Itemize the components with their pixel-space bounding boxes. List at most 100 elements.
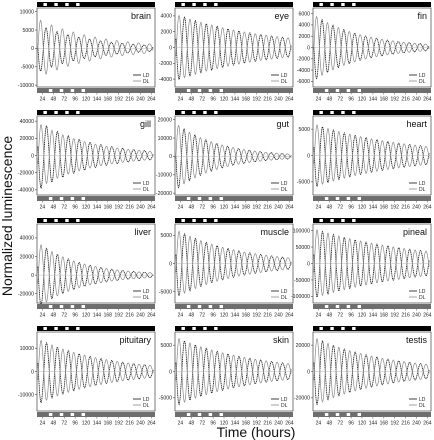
y-tick-label: 5000 [22, 28, 34, 34]
light-phase-block [76, 327, 80, 330]
y-tick-label: -20000 [18, 170, 34, 176]
light-phase-block [54, 327, 58, 330]
light-phase-block [346, 305, 351, 308]
x-tick-label: 240 [412, 313, 421, 319]
x-tick-label: 264 [423, 205, 432, 211]
x-tick-label: 240 [412, 97, 421, 103]
x-tick-label: 120 [82, 313, 91, 319]
series-LD [175, 16, 292, 81]
x-tick-label: 120 [220, 421, 229, 427]
y-tick-label: 10000 [20, 346, 35, 352]
light-phase-block [357, 89, 362, 92]
series-DL [37, 244, 154, 303]
y-tick-label: 10000 [20, 9, 35, 15]
x-tick-label: 192 [253, 205, 262, 211]
light-phase-block [186, 305, 191, 308]
y-tick-label: 2000 [298, 34, 310, 40]
y-tick-label: 0 [31, 369, 34, 375]
x-tick-label: 72 [61, 421, 67, 427]
x-tick-label: 48 [327, 205, 333, 211]
light-phase-block [352, 3, 356, 6]
x-tick-label: 144 [369, 313, 378, 319]
light-phase-block [203, 3, 207, 6]
x-tick-label: 48 [51, 313, 57, 319]
light-phase-block [357, 413, 362, 416]
x-tick-label: 192 [253, 313, 262, 319]
x-tick-label: 144 [93, 313, 102, 319]
light-phase-block [330, 111, 334, 114]
x-tick-label: 120 [358, 97, 367, 103]
series-DL [313, 15, 430, 77]
light-dark-bar-bottom [313, 88, 431, 93]
y-tick-label: 20000 [158, 117, 173, 123]
x-tick-label: 216 [125, 421, 134, 427]
light-phase-block [203, 111, 207, 114]
panel-title: fin [417, 11, 427, 21]
x-tick-label: 72 [61, 313, 67, 319]
light-phase-block [341, 327, 345, 330]
light-phase-block [346, 89, 351, 92]
panel-title: gut [276, 119, 289, 129]
y-tick-label: 0 [307, 45, 310, 51]
light-phase-block [70, 413, 75, 416]
light-phase-block [43, 3, 47, 6]
x-tick-label: 72 [337, 421, 343, 427]
x-tick-label: 120 [82, 421, 91, 427]
x-tick-label: 192 [391, 421, 400, 427]
y-tick-label: 40000 [20, 119, 35, 125]
panel-title: skin [273, 335, 289, 345]
legend-label: LD [281, 73, 288, 79]
series-LD [313, 18, 430, 80]
x-tick-label: 96 [348, 205, 354, 211]
light-dark-bar [175, 2, 293, 7]
y-tick-label: -6000 [297, 79, 310, 85]
x-tick-label: 24 [40, 97, 46, 103]
light-phase-block [352, 111, 356, 114]
x-tick-label: 240 [136, 97, 145, 103]
panel-title: brain [131, 11, 151, 21]
series-DL [175, 230, 292, 294]
light-phase-block [197, 305, 202, 308]
y-tick-label: 40000 [20, 236, 35, 242]
light-phase-block [81, 305, 86, 308]
legend-label: DL [419, 295, 426, 301]
x-tick-label: 72 [61, 97, 67, 103]
y-tick-label: -5000 [297, 180, 310, 186]
x-tick-label: 264 [147, 205, 156, 211]
y-tick-label: 2000 [160, 30, 172, 36]
legend-label: DL [143, 187, 150, 193]
light-dark-bar-bottom [37, 412, 155, 417]
x-tick-label: 192 [391, 97, 400, 103]
x-tick-label: 168 [242, 313, 251, 319]
light-dark-bar-bottom [175, 412, 293, 417]
legend-label: LD [281, 397, 288, 403]
y-tick-label: 0 [31, 46, 34, 52]
x-tick-label: 72 [199, 97, 205, 103]
x-tick-label: 24 [178, 97, 184, 103]
light-phase-block [76, 219, 80, 222]
y-tick-label: 10000 [158, 136, 173, 142]
light-phase-block [219, 197, 224, 200]
light-dark-bar-bottom [175, 196, 293, 201]
light-phase-block [59, 89, 64, 92]
light-dark-bar-bottom [313, 196, 431, 201]
x-tick-label: 72 [199, 421, 205, 427]
y-tick-label: 20000 [20, 136, 35, 142]
light-phase-block [59, 197, 64, 200]
y-tick-label: 5000 [298, 127, 310, 133]
x-tick-label: 96 [348, 313, 354, 319]
x-tick-label: 168 [380, 205, 389, 211]
light-phase-block [335, 89, 340, 92]
light-dark-bar-bottom [175, 88, 293, 93]
y-tick-label: -4000 [297, 68, 310, 74]
x-tick-label: 264 [147, 97, 156, 103]
light-phase-block [341, 219, 345, 222]
x-tick-label: 240 [136, 313, 145, 319]
x-tick-label: 216 [263, 205, 272, 211]
y-tick-label: 0 [31, 153, 34, 159]
light-phase-block [219, 89, 224, 92]
